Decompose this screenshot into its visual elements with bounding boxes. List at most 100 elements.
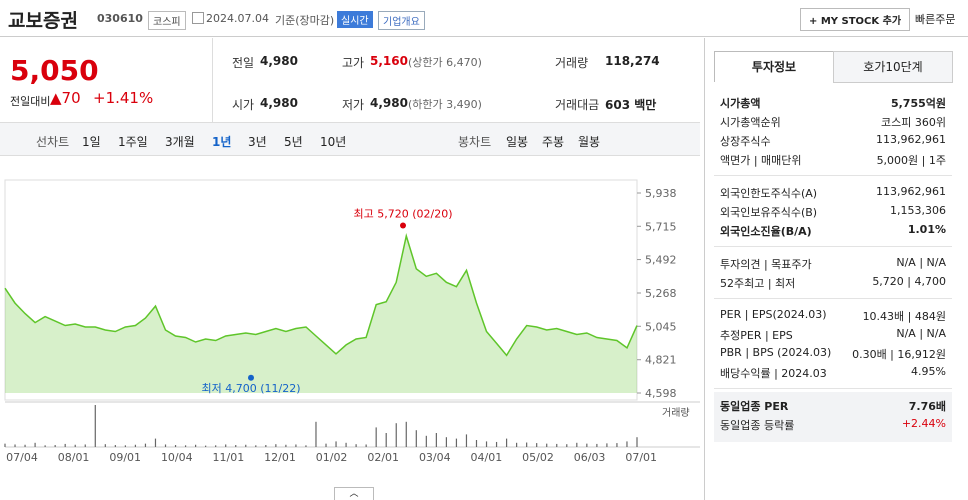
summary-label: 저가 [342, 98, 365, 112]
summary-note: (하한가 3,490) [408, 98, 482, 111]
period-tab[interactable]: 3년 [248, 135, 267, 149]
summary-label: 전일 [232, 56, 255, 70]
period-tab[interactable]: 1주일 [118, 135, 148, 149]
panel-value: N/A | N/A [896, 327, 946, 340]
panel-value: 113,962,961 [876, 185, 946, 198]
panel-label: 상장주식수 [720, 135, 771, 148]
volume-bar [395, 423, 397, 447]
low-marker [248, 374, 254, 381]
volume-bar [295, 444, 297, 447]
stock-code: 030610 [97, 12, 143, 25]
y-tick-label: 5,715 [645, 220, 677, 233]
volume-bar [235, 445, 237, 447]
volume-bar [144, 443, 147, 447]
panel-label: 52주최고 | 최저 [720, 277, 796, 290]
period-tab[interactable]: 1일 [82, 135, 101, 149]
panel-tab[interactable]: 투자정보 [714, 51, 834, 82]
volume-bar [34, 442, 36, 447]
volume-bar [134, 444, 137, 447]
volume-bar [215, 445, 217, 447]
low-note: 최저 4,700 (11/22) [201, 382, 300, 395]
summary-value: 5,160 [370, 54, 408, 68]
price: 5,050 [10, 54, 99, 87]
tab-bar [0, 122, 700, 156]
candle-tab[interactable]: 주봉 [542, 135, 565, 149]
period-tab[interactable]: 5년 [284, 135, 303, 149]
panel-divider [714, 298, 952, 299]
panel-value: 7.76배 [908, 400, 946, 413]
volume-bar [425, 435, 427, 447]
volume-bar [54, 445, 56, 447]
volume-bar [64, 443, 66, 447]
panel-divider [704, 38, 705, 500]
x-tick-label: 08/01 [58, 451, 90, 464]
volume-bar [505, 438, 508, 447]
panel-divider [714, 388, 952, 389]
y-tick-label: 4,598 [645, 387, 677, 400]
volume-bar [104, 444, 106, 447]
period-tab[interactable]: 1년 [212, 135, 232, 149]
panel-label: 동일업종 등락률 [720, 419, 795, 432]
volume-bar [184, 445, 187, 447]
chart-frame [4, 179, 638, 401]
candle-tab[interactable]: 일봉 [506, 135, 529, 149]
volume-bar [174, 445, 177, 447]
volume-bar [455, 438, 458, 447]
panel-value: 113,962,961 [876, 133, 946, 146]
volume-bar [405, 421, 407, 447]
panel-value: 1,153,306 [890, 204, 946, 217]
change-pct: +1.41% [93, 89, 154, 107]
y-tick-label: 5,268 [645, 287, 677, 300]
quick-order[interactable]: 빠른주문 [915, 13, 956, 26]
summary-value: 4,980 [260, 54, 298, 68]
candle-tab[interactable]: 월봉 [578, 135, 601, 149]
volume-bar [606, 443, 608, 447]
panel-label: PBR | BPS (2024.03) [720, 346, 832, 359]
company-info[interactable]: 기업개요 [378, 11, 425, 30]
panel-label: 액면가 | 매매단위 [720, 154, 802, 167]
y-tick-label: 5,045 [645, 320, 677, 333]
panel-tab[interactable]: 호가10단계 [833, 51, 953, 83]
volume-bar [415, 430, 417, 447]
x-tick-label: 01/02 [316, 451, 348, 464]
period-tab[interactable]: 10년 [320, 135, 347, 149]
collapse-button[interactable]: ︿ [334, 487, 374, 500]
volume-bar [576, 442, 578, 447]
candle-tab-label: 봉차트 [458, 135, 492, 149]
realtime-badge[interactable]: 실시간 [337, 11, 373, 28]
header-divider [0, 36, 968, 37]
summary-label: 거래대금 [555, 98, 600, 112]
panel-label: PER | EPS(2024.03) [720, 308, 827, 321]
summary-note: (상한가 6,470) [408, 56, 482, 69]
volume-bar [385, 433, 387, 447]
market-badge: 코스피 [148, 11, 186, 30]
volume-bar [596, 443, 598, 447]
panel-value: N/A | N/A [896, 256, 946, 269]
panel-label: 시가총액 [720, 97, 761, 110]
volume-bar [365, 444, 367, 447]
volume-bar [124, 445, 126, 447]
volume-bar [495, 441, 498, 447]
volume-bar [335, 441, 337, 447]
change: ▲70 [50, 89, 81, 107]
period-tab[interactable]: 3개월 [165, 135, 195, 149]
volume-bar [305, 445, 307, 447]
volume-bar [636, 437, 638, 447]
panel-value: 1.01% [907, 223, 946, 236]
volume-bar [566, 444, 568, 447]
panel-label: 동일업종 PER [720, 400, 789, 413]
volume-bar [285, 444, 287, 447]
my-stock-button[interactable]: + MY STOCK 추가 [800, 8, 911, 31]
panel-label: 외국인소진율(B/A) [720, 225, 812, 238]
volume-bar [475, 440, 478, 447]
volume-bar [375, 427, 377, 447]
panel-value: +2.44% [901, 417, 946, 430]
line-tab-label: 선차트 [36, 135, 70, 149]
x-tick-label: 11/01 [213, 451, 245, 464]
y-tick-label: 5,492 [645, 254, 677, 267]
panel-value: 10.43배 | 484원 [862, 310, 946, 323]
volume-bar [536, 443, 538, 447]
volume-bar [14, 444, 16, 447]
panel-value: 4.95% [911, 365, 946, 378]
